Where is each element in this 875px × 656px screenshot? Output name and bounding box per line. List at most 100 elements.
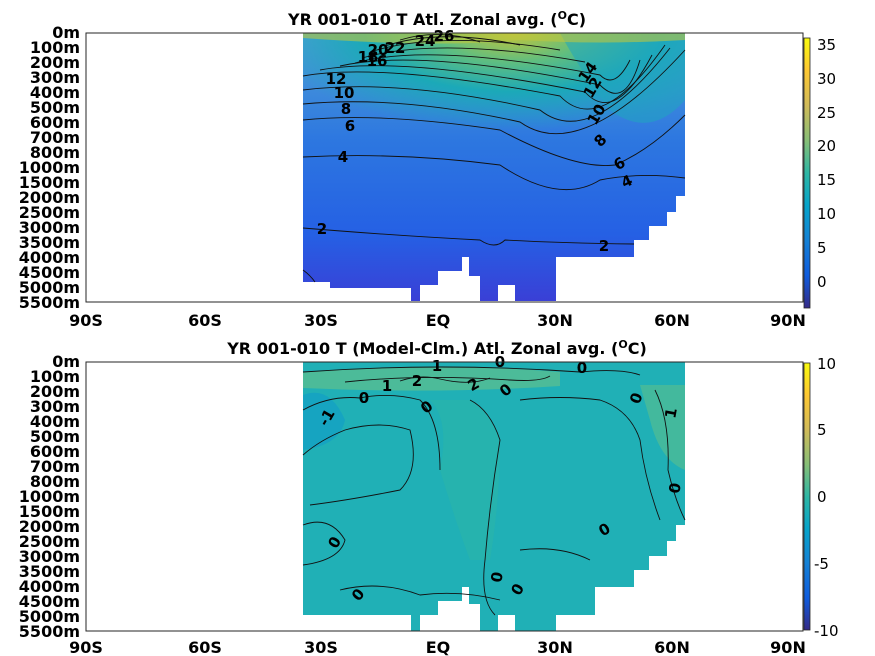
contour-6 [302,114,686,166]
x-tick-label: 60N [654,638,690,656]
contour-label: 6 [345,117,355,135]
contour-8 [302,49,686,135]
chart-top-contours [302,34,686,283]
colorbar-bottom-gradient [803,362,811,631]
contour-26 [399,34,481,43]
y-tick-label: 100m [30,367,80,386]
contour-label: 2 [317,220,327,238]
colorbar-tick-label: -5 [814,555,829,573]
y-tick-label: 4000m [19,248,80,267]
chart-top-contour-labels: 26 24 22 20 18 16 14 12 12 10 10 8 8 6 6… [317,27,636,255]
contour-neg-south [302,521,346,566]
contour-label: 0 [665,481,685,494]
y-tick-label: 3500m [19,562,80,581]
contour-zero-deep [339,585,501,601]
chart-top-title-unit: O [558,9,567,22]
y-tick-label: 2000m [19,517,80,536]
chart-bottom-colorbar: -10 -5 0 5 10 [803,355,839,640]
x-tick-label: 60N [654,311,690,330]
y-tick-label: 100m [30,38,80,57]
colorbar-tick-label: 0 [817,488,827,506]
y-tick-label: 300m [30,68,80,87]
contour-1-south [302,269,316,283]
x-tick-label: 90S [69,311,103,330]
y-tick-label: 0m [52,23,80,42]
y-tick-label: 5000m [19,278,80,297]
x-tick-label: 90N [770,638,806,656]
chart-bottom-field-mid [430,400,500,560]
chart-top-title-suffix: C) [567,10,586,29]
contour-label: 24 [415,32,436,50]
colorbar-tick-label: 5 [817,421,827,439]
chart-top-colorbar: 0 5 10 15 20 25 30 35 [803,36,836,309]
y-tick-label: 5500m [19,622,80,641]
chart-bottom-x-axis: 90S 60S 30S EQ 30N 60N 90N [69,638,806,656]
y-tick-label: 1000m [19,158,80,177]
colorbar-tick-label: 10 [817,355,836,373]
contour-zero-south [302,424,414,506]
contour-label: 1 [382,377,392,395]
y-tick-label: 400m [30,83,80,102]
x-tick-label: EQ [426,638,451,656]
chart-bottom-field-cold-south [303,392,345,450]
x-tick-label: 60S [188,311,222,330]
colorbar-bottom-ticks: -10 -5 0 5 10 [814,355,839,640]
contour-label: 8 [341,100,351,118]
contour-label: 22 [385,39,406,57]
contour-label: -1 [315,406,339,429]
contour-4 [302,155,686,191]
contour-24 [384,36,521,47]
contour-2 [302,227,635,246]
y-tick-label: 600m [30,442,80,461]
chart-bottom-title-main: YR 001-010 T (Model-Clm.) Atl. Zonal avg… [226,339,618,358]
x-tick-label: EQ [426,311,451,330]
contour-zero-mid [302,395,441,471]
y-tick-label: 200m [30,53,80,72]
contour-one-band [344,375,551,383]
contour-label: 1 [661,406,681,419]
chart-top-x-axis: 90S 60S 30S EQ 30N 60N 90N [69,311,806,330]
contour-zero-north [519,397,661,521]
contour-label: 4 [338,148,348,166]
chart-top-y-axis: 0m 100m 200m 300m 400m 500m 600m 700m 80… [19,23,80,312]
contour-12 [302,44,666,110]
chart-top-field-north-warm [560,33,685,123]
y-tick-label: 2500m [19,532,80,551]
y-tick-label: 500m [30,427,80,446]
contour-zero-top [302,366,641,376]
colorbar-tick-label: 25 [817,104,836,122]
x-tick-label: 30S [304,638,338,656]
chart-bottom-title-suffix: C) [628,339,647,358]
y-tick-label: 1000m [19,487,80,506]
y-tick-label: 400m [30,412,80,431]
y-tick-label: 2000m [19,188,80,207]
y-tick-label: 200m [30,382,80,401]
chart-top-title: YR 001-010 T Atl. Zonal avg. (OC) [287,9,586,29]
contour-label: 0 [487,570,507,583]
y-tick-label: 700m [30,128,80,147]
y-tick-label: 4000m [19,577,80,596]
colorbar-tick-label: 15 [817,171,836,189]
y-tick-label: 800m [30,143,80,162]
y-tick-label: 1500m [19,173,80,192]
chart-top-title-main: YR 001-010 T Atl. Zonal avg. ( [287,10,558,29]
chart-bottom: YR 001-010 T (Model-Clm.) Atl. Zonal avg… [19,338,839,656]
colorbar-tick-label: 0 [817,273,827,291]
chart-bottom-title: YR 001-010 T (Model-Clm.) Atl. Zonal avg… [226,338,647,358]
x-tick-label: 30N [537,311,573,330]
contour-label: 16 [367,52,388,70]
y-tick-label: 5500m [19,293,80,312]
chart-bottom-field-warm-north [640,385,685,470]
colorbar-tick-label: 5 [817,239,827,257]
chart-bottom-field-warm-band [303,367,560,391]
y-tick-label: 4500m [19,263,80,282]
y-tick-label: 0m [52,352,80,371]
y-tick-label: 500m [30,98,80,117]
y-tick-label: 2500m [19,203,80,222]
colorbar-tick-label: -10 [814,622,839,640]
y-tick-label: 700m [30,457,80,476]
chart-top-frame [85,32,804,303]
contour-zero-east [654,389,686,521]
x-tick-label: 60S [188,638,222,656]
